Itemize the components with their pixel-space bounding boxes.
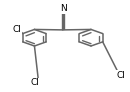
Text: Cl: Cl: [31, 78, 40, 87]
Text: Cl: Cl: [116, 71, 125, 80]
Text: N: N: [60, 4, 66, 13]
Text: Cl: Cl: [12, 25, 21, 34]
